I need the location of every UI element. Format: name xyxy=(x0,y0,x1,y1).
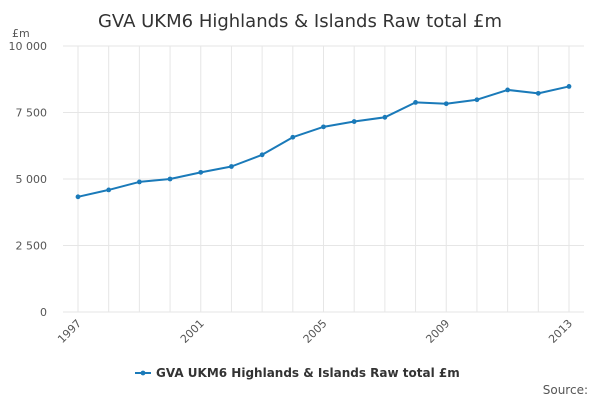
data-point[interactable] xyxy=(505,87,511,93)
y-axis-tick-labels: 0 2 500 5 000 7 500 10 000 xyxy=(9,40,48,319)
series-layer xyxy=(75,84,572,200)
x-tick-label: 1997 xyxy=(55,317,84,346)
data-point[interactable] xyxy=(443,101,449,107)
grid-lines xyxy=(63,45,584,313)
data-point[interactable] xyxy=(321,124,326,130)
legend-point-marker xyxy=(140,370,146,376)
y-tick-label: 7 500 xyxy=(16,107,48,120)
y-axis-unit: £m xyxy=(12,27,30,40)
data-point[interactable] xyxy=(382,114,388,120)
y-tick-label: 5 000 xyxy=(16,173,48,186)
y-tick-label: 2 500 xyxy=(16,240,48,253)
data-point[interactable] xyxy=(198,169,204,175)
x-tick-label: 2001 xyxy=(178,317,207,346)
data-point[interactable] xyxy=(413,99,418,105)
data-point[interactable] xyxy=(167,176,173,182)
x-tick-label: 2013 xyxy=(546,317,575,346)
data-point[interactable] xyxy=(136,179,142,185)
data-point[interactable] xyxy=(229,164,234,169)
data-point[interactable] xyxy=(535,90,541,96)
legend[interactable]: GVA UKM6 Highlands & Islands Raw total £… xyxy=(135,366,460,380)
x-tick-label: 2009 xyxy=(423,317,452,346)
data-point[interactable] xyxy=(351,119,357,124)
data-point[interactable] xyxy=(474,97,480,103)
data-point[interactable] xyxy=(259,152,265,158)
y-tick-label: 10 000 xyxy=(9,40,48,53)
legend-label: GVA UKM6 Highlands & Islands Raw total £… xyxy=(156,366,460,380)
x-tick-label: 2005 xyxy=(301,317,330,346)
source-label: Source: xyxy=(543,383,588,397)
data-point[interactable] xyxy=(75,194,81,200)
y-tick-label: 0 xyxy=(40,306,47,319)
chart-title: GVA UKM6 Highlands & Islands Raw total £… xyxy=(98,11,502,32)
x-axis-tick-labels: 1997 2001 2005 2009 2013 xyxy=(55,317,575,346)
data-point[interactable] xyxy=(106,187,112,193)
data-point[interactable] xyxy=(566,84,572,89)
data-point[interactable] xyxy=(290,134,296,140)
